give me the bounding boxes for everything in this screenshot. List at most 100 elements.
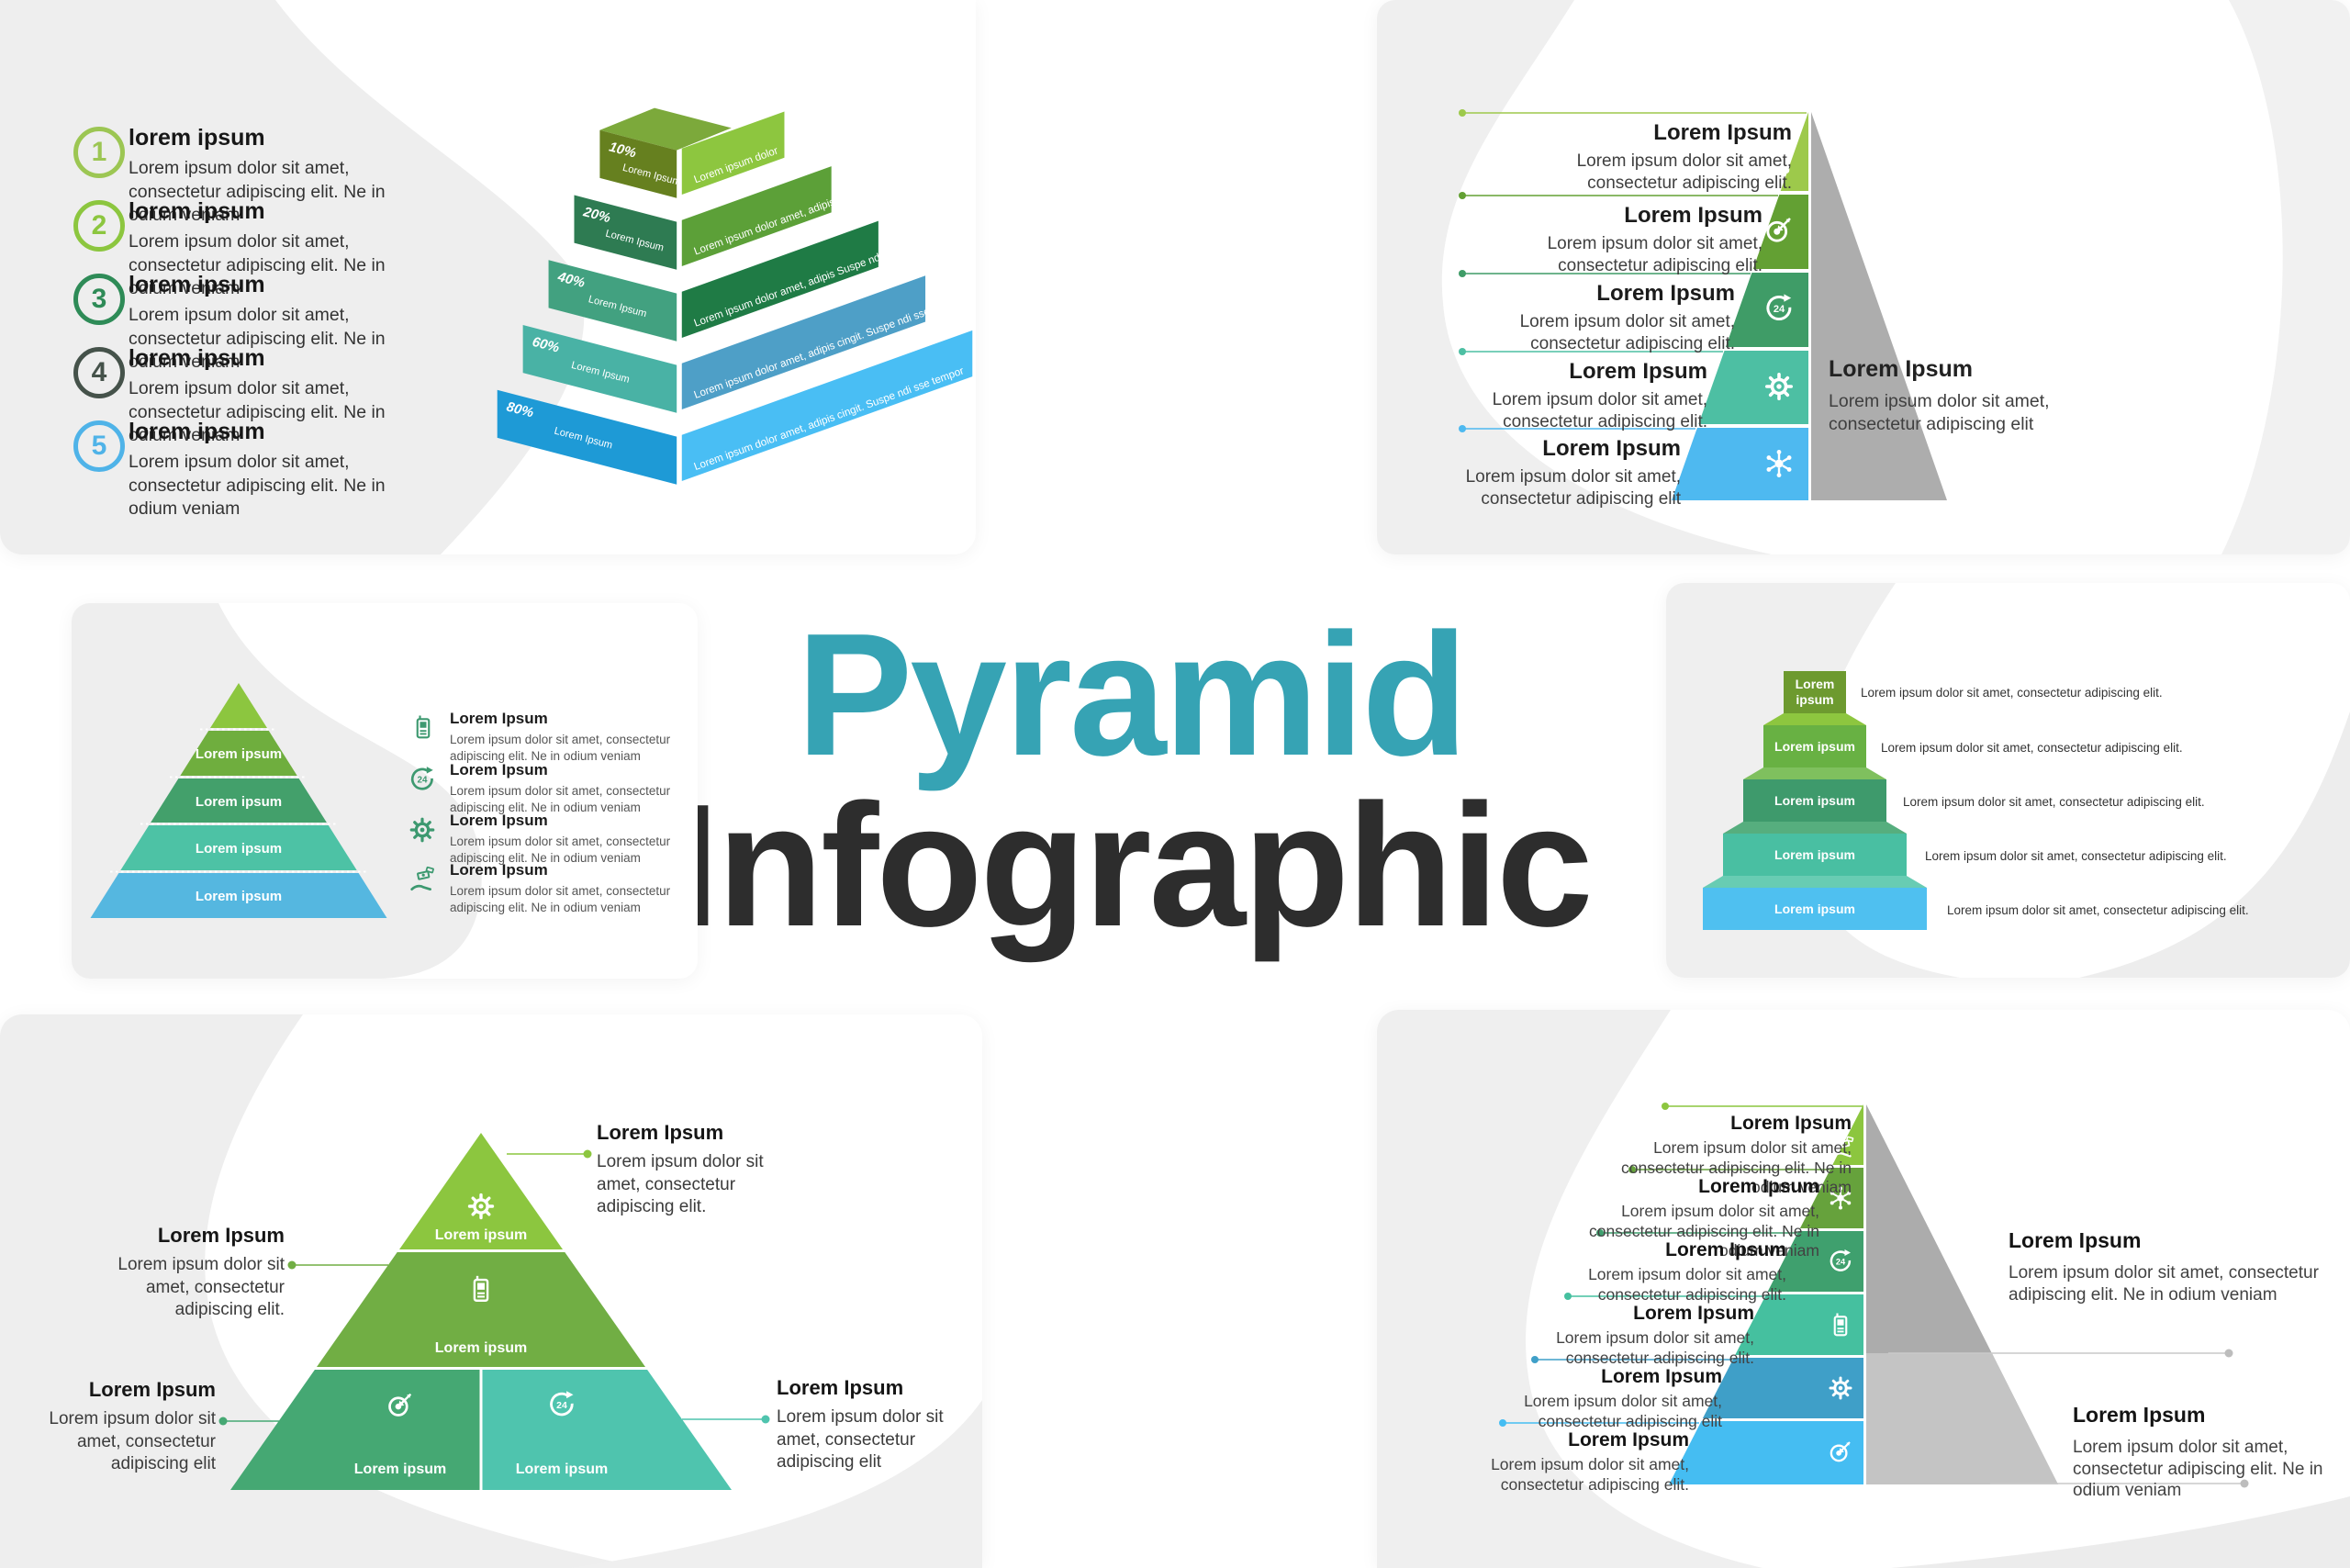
panel-sectioned-triangle: Lorem ipsum Lorem ipsum Lorem ipsum Lore… xyxy=(0,1014,982,1568)
legend-desc: Lorem ipsum dolor sit amet, consectetur … xyxy=(450,834,671,865)
callout-row-3: Lorem Ipsum Lorem ipsum dolor sit amet, … xyxy=(1460,281,1735,356)
number-badge: 5 xyxy=(73,420,125,472)
callout-desc: Lorem ipsum dolor sit amet, consectetur … xyxy=(1589,1202,1819,1260)
callout-title: Lorem Ipsum xyxy=(1633,1303,1754,1324)
gear-wrench-icon xyxy=(465,1191,497,1222)
callout-row-3: Lorem Ipsum Lorem ipsum dolor sit amet, … xyxy=(1502,1239,1786,1305)
section-label: Lorem ipsum xyxy=(435,1227,527,1243)
callout-title: Lorem Ipsum xyxy=(2009,1228,2142,1252)
section-label: Lorem ipsum xyxy=(516,1462,608,1477)
callout-desc: Lorem ipsum dolor sit amet, consectetur … xyxy=(1621,1138,1852,1197)
band-label: Lorem ipsum xyxy=(196,746,282,762)
callout-title: Lorem Ipsum xyxy=(1665,1239,1786,1260)
panel4-graphics: Lorem ipsum Lorem ipsum Lorem ipsum Lore… xyxy=(1666,583,2350,978)
item-desc: Lorem ipsum dolor sit amet, consectetur … xyxy=(129,452,386,520)
callout-title: Lorem Ipsum xyxy=(1624,203,1762,228)
callout-desc: Lorem ipsum dolor sit amet, consectetur … xyxy=(2009,1263,2319,1305)
legend-item-1: Lorem Ipsum Lorem ipsum dolor sit amet, … xyxy=(450,710,679,764)
callout-desc: Lorem ipsum dolor sit amet, consectetur … xyxy=(1829,391,2050,435)
callout-title: Lorem Ipsum xyxy=(2073,1403,2206,1427)
network-hub-icon xyxy=(1762,447,1796,480)
pyramid-3d: 10% Lorem Ipsum 20% Lorem Ipsum 40% Lore… xyxy=(497,107,973,485)
callout-title: Lorem Ipsum xyxy=(1569,359,1707,384)
callout-desc: Lorem ipsum dolor sit amet, consectetur … xyxy=(49,1409,216,1474)
pct-label: 10% xyxy=(608,140,638,162)
callout-title: Lorem Ipsum xyxy=(157,1224,285,1247)
section-label: Lorem ipsum xyxy=(435,1340,527,1356)
item-desc: Lorem ipsum dolor sit amet, consectetur … xyxy=(129,158,386,226)
tier-label: Lorem ipsum xyxy=(1774,793,1855,808)
callout-title: Lorem Ipsum xyxy=(1596,281,1735,306)
legend-title: Lorem Ipsum xyxy=(450,710,548,727)
callout-desc: Lorem ipsum dolor sit amet, consectetur … xyxy=(1465,467,1681,510)
section-label: Lorem ipsum xyxy=(354,1462,446,1477)
legend-title: Lorem Ipsum xyxy=(450,861,548,879)
page-title-line2: Infographic xyxy=(671,768,1593,963)
callout-mid-left: Lorem Ipsum Lorem ipsum dolor sit amet, … xyxy=(73,1224,285,1322)
panel-step-cake-pyramid: Lorem ipsum Lorem ipsum Lorem ipsum Lore… xyxy=(1666,583,2350,978)
item-title: lorem ipsum xyxy=(129,125,265,151)
number-badge: 1 xyxy=(73,127,125,178)
gear-wrench-icon xyxy=(1762,370,1796,403)
panel1-background xyxy=(0,0,585,554)
callout-bottom-right: Lorem Ipsum Lorem ipsum dolor sit amet, … xyxy=(777,1376,979,1474)
panel-half-pyramid-shadow: Lorem Ipsum Lorem ipsum dolor sit amet, … xyxy=(1377,0,2350,554)
band-label: Lorem ipsum xyxy=(196,794,282,810)
number-badge: 2 xyxy=(73,200,125,252)
mobile-phone-icon xyxy=(465,1273,497,1305)
callout-row-1: Lorem Ipsum Lorem ipsum dolor sit amet, … xyxy=(1567,1113,1852,1198)
pct-label: 20% xyxy=(581,205,612,226)
tier-label: Lorem ipsum xyxy=(1774,739,1855,754)
callout-title: Lorem Ipsum xyxy=(88,1378,216,1401)
mobile-phone-icon xyxy=(409,713,437,741)
panel3-graphics: Lorem ipsum Lorem ipsum Lorem ipsum Lore… xyxy=(72,603,482,979)
band-label: Lorem ipsum xyxy=(196,889,282,904)
tier-desc: Lorem ipsum dolor sit amet, consectetur … xyxy=(1861,686,2163,700)
gear-wrench-icon xyxy=(408,815,437,845)
panel-flat-pyramid-legend: Lorem ipsum Lorem ipsum Lorem ipsum Lore… xyxy=(72,603,698,979)
callout-title: Lorem Ipsum xyxy=(1653,120,1792,145)
pct-label: 80% xyxy=(505,400,535,421)
legend-item-2: Lorem Ipsum Lorem ipsum dolor sit amet, … xyxy=(450,761,679,815)
gear-wrench-icon xyxy=(1827,1374,1854,1402)
callout-row-1: Lorem Ipsum Lorem ipsum dolor sit amet, … xyxy=(1516,120,1792,196)
target-icon xyxy=(385,1389,416,1420)
tier-desc: Lorem ipsum dolor sit amet, consectetur … xyxy=(1903,795,2205,809)
callout-bottom-left: Lorem Ipsum Lorem ipsum dolor sit amet, … xyxy=(14,1378,216,1476)
tier-label: Lorem ipsum xyxy=(1774,847,1855,862)
item-desc: Lorem ipsum dolor sit amet, consectetur … xyxy=(129,231,386,299)
callout-desc: Lorem ipsum dolor sit amet, consectetur … xyxy=(1588,1265,1786,1304)
target-icon xyxy=(1827,1438,1854,1465)
callout-row-6: Lorem Ipsum Lorem ipsum dolor sit amet, … xyxy=(1404,1429,1689,1495)
callout-shadow-2: Lorem Ipsum Lorem ipsum dolor sit amet, … xyxy=(2073,1403,2350,1502)
legend-title: Lorem Ipsum xyxy=(450,761,548,778)
callout-title: Lorem Ipsum xyxy=(1698,1176,1819,1197)
callout-row-5: Lorem Ipsum Lorem ipsum dolor sit amet, … xyxy=(1438,1366,1722,1431)
callout-row-4: Lorem Ipsum Lorem ipsum dolor sit amet, … xyxy=(1470,1303,1754,1368)
item-title: lorem ipsum xyxy=(129,345,265,371)
item-title: lorem ipsum xyxy=(129,419,265,444)
item-desc: Lorem ipsum dolor sit amet, consectetur … xyxy=(129,378,386,446)
number-badge: 3 xyxy=(73,274,125,325)
pct-label: 60% xyxy=(531,335,561,356)
tier-label: Lorem xyxy=(1796,677,1835,691)
tier-label: ipsum xyxy=(1796,692,1833,707)
callout-desc: Lorem ipsum dolor sit amet, consectetur … xyxy=(1492,390,1707,432)
shadow-triangle xyxy=(1811,112,1947,500)
pct-label: 40% xyxy=(555,270,587,291)
number-badge: 4 xyxy=(73,347,125,398)
item-title: lorem ipsum xyxy=(129,198,265,224)
callout-row-4: Lorem Ipsum Lorem ipsum dolor sit amet, … xyxy=(1432,359,1707,434)
legend-desc: Lorem ipsum dolor sit amet, consectetur … xyxy=(450,733,671,763)
callout-title: Lorem Ipsum xyxy=(597,1121,724,1144)
callout-desc: Lorem ipsum dolor sit amet, consectetur … xyxy=(1491,1455,1689,1494)
band-label: Lorem ipsum xyxy=(196,841,282,857)
tier-label: Lorem ipsum xyxy=(1774,902,1855,916)
legend-item-3: Lorem Ipsum Lorem ipsum dolor sit amet, … xyxy=(450,812,679,866)
recycle-24-icon xyxy=(1762,292,1796,325)
panel-3d-step-pyramid: 1 lorem ipsum Lorem ipsum dolor sit amet… xyxy=(0,0,976,554)
shadow-callout: Lorem Ipsum Lorem ipsum dolor sit amet, … xyxy=(1829,356,2141,437)
callout-title: Lorem Ipsum xyxy=(1568,1429,1689,1450)
money-hand-icon xyxy=(408,865,437,894)
callout-desc: Lorem ipsum dolor sit amet, consectetur … xyxy=(1547,234,1762,276)
